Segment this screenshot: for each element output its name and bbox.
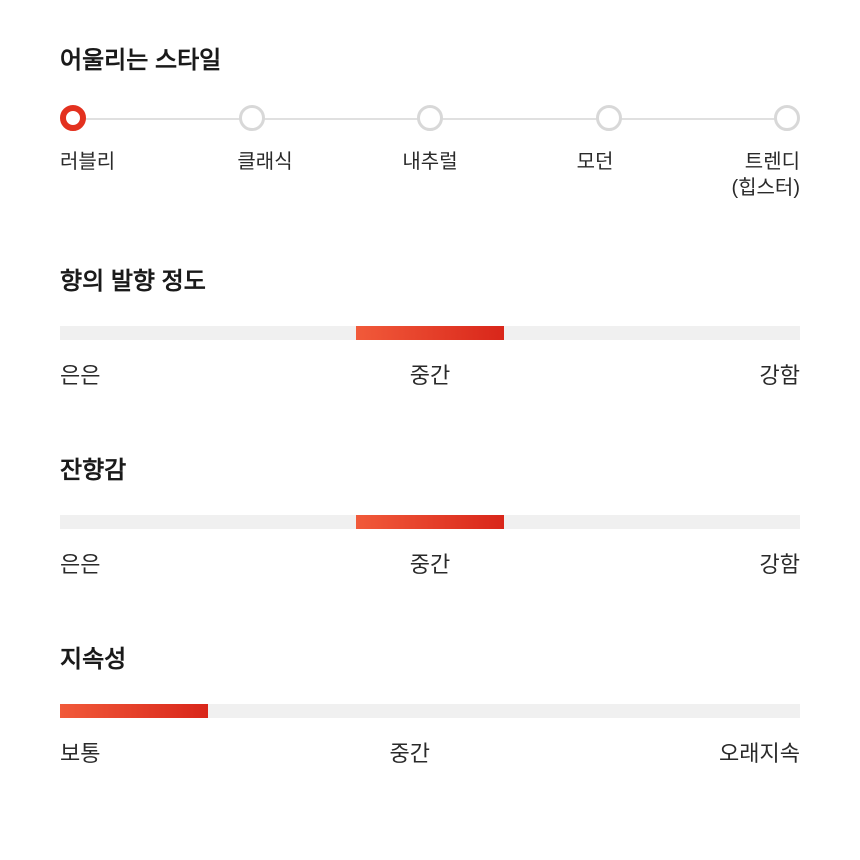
style-stepper xyxy=(60,105,800,131)
stepper-node-trendy[interactable] xyxy=(774,105,800,131)
longevity-bar-track xyxy=(60,704,800,718)
stepper-label-lovely: 러블리 xyxy=(60,149,140,201)
sillage-bar-track xyxy=(60,515,800,529)
stepper-node-natural[interactable] xyxy=(417,105,443,131)
diffusion-label-low: 은은 xyxy=(60,358,100,390)
longevity-label-low: 보통 xyxy=(60,736,100,768)
diffusion-bar-labels: 은은 중간 강함 xyxy=(60,358,800,390)
sillage-label-high: 강함 xyxy=(760,547,800,579)
stepper-node-classic[interactable] xyxy=(239,105,265,131)
diffusion-label-high: 강함 xyxy=(760,358,800,390)
style-section-title: 어울리는 스타일 xyxy=(60,40,800,75)
stepper-label-modern: 모던 xyxy=(555,149,635,201)
stepper-labels-row: 러블리 클래식 내추럴 모던 트렌디 (힙스터) xyxy=(60,149,800,201)
diffusion-bar-fill xyxy=(356,326,504,340)
longevity-section: 지속성 보통 중간 오래지속 xyxy=(60,639,800,768)
stepper-node-modern[interactable] xyxy=(596,105,622,131)
diffusion-bar-track xyxy=(60,326,800,340)
sillage-bar-fill xyxy=(356,515,504,529)
stepper-nodes-row xyxy=(60,105,800,131)
longevity-label-mid: 중간 xyxy=(390,736,430,768)
diffusion-title: 향의 발향 정도 xyxy=(60,261,800,296)
sillage-label-mid: 중간 xyxy=(410,547,450,579)
sillage-bar-labels: 은은 중간 강함 xyxy=(60,547,800,579)
stepper-label-trendy: 트렌디 (힙스터) xyxy=(720,149,800,201)
sillage-section: 잔향감 은은 중간 강함 xyxy=(60,450,800,579)
longevity-label-high: 오래지속 xyxy=(719,736,800,768)
diffusion-section: 향의 발향 정도 은은 중간 강함 xyxy=(60,261,800,390)
longevity-bar-fill xyxy=(60,704,208,718)
sillage-label-low: 은은 xyxy=(60,547,100,579)
longevity-bar-labels: 보통 중간 오래지속 xyxy=(60,736,800,768)
style-section: 어울리는 스타일 러블리 클래식 내추럴 모던 트렌디 (힙스터) xyxy=(60,40,800,201)
stepper-label-classic: 클래식 xyxy=(225,149,305,201)
sillage-title: 잔향감 xyxy=(60,450,800,485)
stepper-label-natural: 내추럴 xyxy=(390,149,470,201)
diffusion-label-mid: 중간 xyxy=(410,358,450,390)
stepper-node-lovely[interactable] xyxy=(60,105,86,131)
longevity-title: 지속성 xyxy=(60,639,800,674)
